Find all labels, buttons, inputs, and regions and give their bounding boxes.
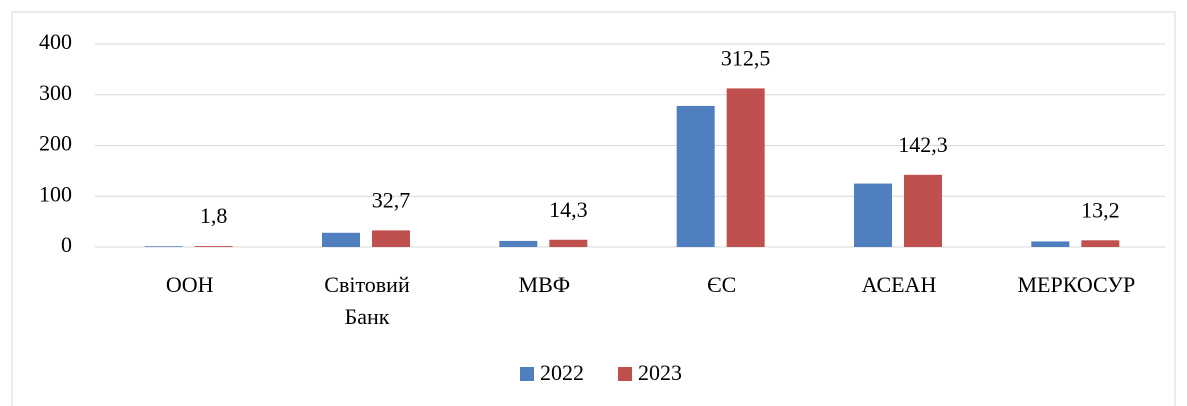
legend-swatch (618, 367, 632, 381)
x-tick-label: Світовий Банк (324, 272, 410, 329)
bar (144, 246, 183, 247)
x-tick-label: АСЕАН (862, 272, 937, 297)
y-tick-label: 300 (39, 80, 72, 105)
bar (372, 230, 410, 247)
data-label: 13,2 (1081, 197, 1120, 222)
y-tick-label: 100 (39, 181, 72, 206)
bar (676, 105, 715, 247)
chart-frame (11, 11, 1176, 406)
x-tick-label: МЕРКОСУР (1017, 272, 1135, 297)
bar (1031, 241, 1070, 247)
y-tick-label: 200 (39, 131, 72, 156)
x-tick-label: ООН (166, 272, 214, 297)
data-label: 1,8 (200, 203, 228, 228)
bar (854, 183, 892, 247)
legend-label: 2023 (638, 360, 682, 385)
x-tick-label: ЄС (707, 272, 736, 297)
bar (726, 88, 765, 247)
bar (904, 174, 942, 247)
data-label: 142,3 (898, 132, 948, 157)
legend-swatch (520, 367, 534, 381)
legend-label: 2022 (540, 360, 584, 385)
bar (1081, 240, 1120, 247)
y-tick-label: 400 (39, 29, 72, 54)
bar (194, 246, 233, 247)
data-label: 312,5 (721, 45, 771, 70)
data-label: 32,7 (372, 187, 411, 212)
bar (549, 239, 588, 247)
bar (499, 240, 538, 247)
data-label: 14,3 (549, 197, 588, 222)
x-tick-label: МВФ (519, 272, 571, 297)
bar (322, 232, 360, 247)
y-tick-label: 0 (61, 232, 72, 257)
